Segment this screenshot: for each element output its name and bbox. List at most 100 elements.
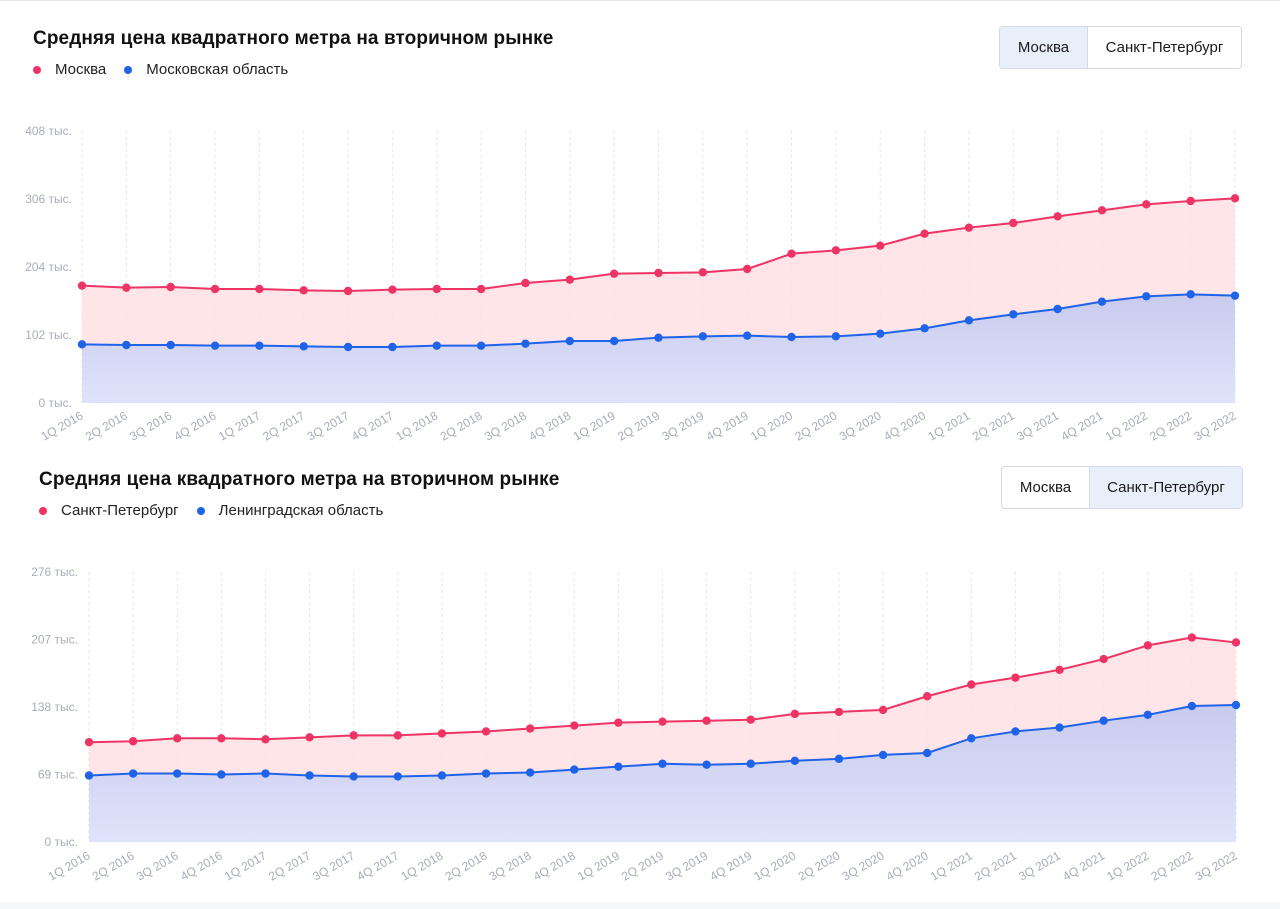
toggle-moscow-button[interactable]: Москва [1019,479,1072,496]
data-point-secondary[interactable] [614,762,623,771]
data-point-secondary[interactable] [654,333,663,342]
data-point-primary[interactable] [702,716,711,725]
data-point-secondary[interactable] [746,759,755,768]
data-point-secondary[interactable] [349,772,358,781]
data-point-primary[interactable] [967,680,976,689]
data-point-primary[interactable] [122,283,131,292]
data-point-secondary[interactable] [255,341,264,350]
data-point-secondary[interactable] [343,342,353,352]
data-point-primary[interactable] [834,707,844,717]
data-point-secondary[interactable] [261,769,270,778]
data-point-secondary[interactable] [1055,723,1064,732]
data-point-primary[interactable] [166,282,175,292]
data-point-secondary[interactable] [432,341,441,350]
data-point-primary[interactable] [343,286,353,296]
data-point-secondary[interactable] [565,336,575,346]
data-point-primary[interactable] [388,285,397,294]
data-point-secondary[interactable] [210,341,220,350]
data-point-primary[interactable] [305,733,314,742]
data-point-primary[interactable] [565,275,575,284]
data-point-secondary[interactable] [698,332,708,341]
data-point-secondary[interactable] [878,750,888,760]
data-point-secondary[interactable] [388,342,397,352]
data-point-secondary[interactable] [834,754,844,764]
data-point-secondary[interactable] [521,339,530,348]
data-point-primary[interactable] [210,284,220,294]
data-point-primary[interactable] [1099,654,1108,664]
data-point-secondary[interactable] [1099,716,1108,725]
data-point-secondary[interactable] [609,336,619,346]
data-point-primary[interactable] [261,735,270,744]
toggle-spb-button[interactable]: Санкт-Петербург [1087,27,1241,68]
data-point-secondary[interactable] [393,772,403,781]
data-point-primary[interactable] [521,278,530,288]
data-point-primary[interactable] [1187,633,1197,642]
data-point-primary[interactable] [437,729,447,738]
data-point-secondary[interactable] [77,340,87,349]
data-point-primary[interactable] [393,731,403,740]
data-point-secondary[interactable] [920,324,929,333]
data-point-primary[interactable] [698,268,708,277]
data-point-primary[interactable] [609,269,619,278]
data-point-secondary[interactable] [1142,292,1151,301]
data-point-secondary[interactable] [481,769,491,778]
data-point-secondary[interactable] [217,770,226,779]
data-point-primary[interactable] [878,705,888,715]
data-point-primary[interactable] [77,281,87,290]
data-point-primary[interactable] [1143,641,1152,650]
data-point-secondary[interactable] [299,342,308,351]
data-point-secondary[interactable] [166,340,175,350]
toggle-spb-button[interactable]: Санкт-Петербург [1089,467,1242,508]
data-point-secondary[interactable] [742,331,752,340]
data-point-primary[interactable] [1097,206,1107,215]
data-point-primary[interactable] [922,692,932,701]
data-point-primary[interactable] [84,738,94,747]
data-point-secondary[interactable] [122,340,131,350]
data-point-secondary[interactable] [570,765,579,774]
data-point-secondary[interactable] [702,760,711,769]
data-point-primary[interactable] [920,229,929,238]
data-point-primary[interactable] [742,264,752,274]
data-point-primary[interactable] [1231,638,1241,647]
data-point-primary[interactable] [614,718,623,727]
data-point-secondary[interactable] [1011,727,1020,736]
data-point-secondary[interactable] [1097,297,1107,306]
data-point-secondary[interactable] [1187,701,1197,711]
data-point-secondary[interactable] [790,756,800,766]
data-point-primary[interactable] [1053,212,1062,221]
data-point-primary[interactable] [1142,200,1151,209]
data-point-primary[interactable] [1055,665,1064,675]
data-point-secondary[interactable] [476,341,486,350]
toggle-moscow-button[interactable]: Москва [1000,27,1087,68]
data-point-primary[interactable] [476,284,486,294]
data-point-primary[interactable] [831,246,841,255]
data-point-secondary[interactable] [876,329,885,338]
data-point-primary[interactable] [654,268,663,278]
data-point-secondary[interactable] [1231,700,1241,710]
data-point-primary[interactable] [876,241,885,250]
data-point-primary[interactable] [173,734,182,743]
data-point-secondary[interactable] [84,771,94,780]
data-point-primary[interactable] [658,717,667,726]
data-point-primary[interactable] [787,249,796,258]
data-point-secondary[interactable] [1230,291,1240,300]
data-point-primary[interactable] [964,223,974,232]
data-point-secondary[interactable] [1009,310,1018,319]
data-point-secondary[interactable] [1143,710,1152,720]
data-point-secondary[interactable] [437,771,447,780]
data-point-primary[interactable] [1009,218,1018,228]
data-point-primary[interactable] [432,284,441,294]
data-point-primary[interactable] [349,731,358,740]
data-point-secondary[interactable] [831,332,841,341]
data-point-secondary[interactable] [305,771,314,780]
data-point-secondary[interactable] [787,332,796,342]
data-point-primary[interactable] [217,734,226,743]
data-point-secondary[interactable] [658,759,667,768]
data-point-primary[interactable] [481,727,491,736]
data-point-primary[interactable] [299,286,308,295]
data-point-secondary[interactable] [525,768,535,777]
data-point-secondary[interactable] [964,316,974,325]
data-point-primary[interactable] [1230,194,1240,203]
data-point-secondary[interactable] [967,734,976,743]
data-point-secondary[interactable] [128,769,138,778]
